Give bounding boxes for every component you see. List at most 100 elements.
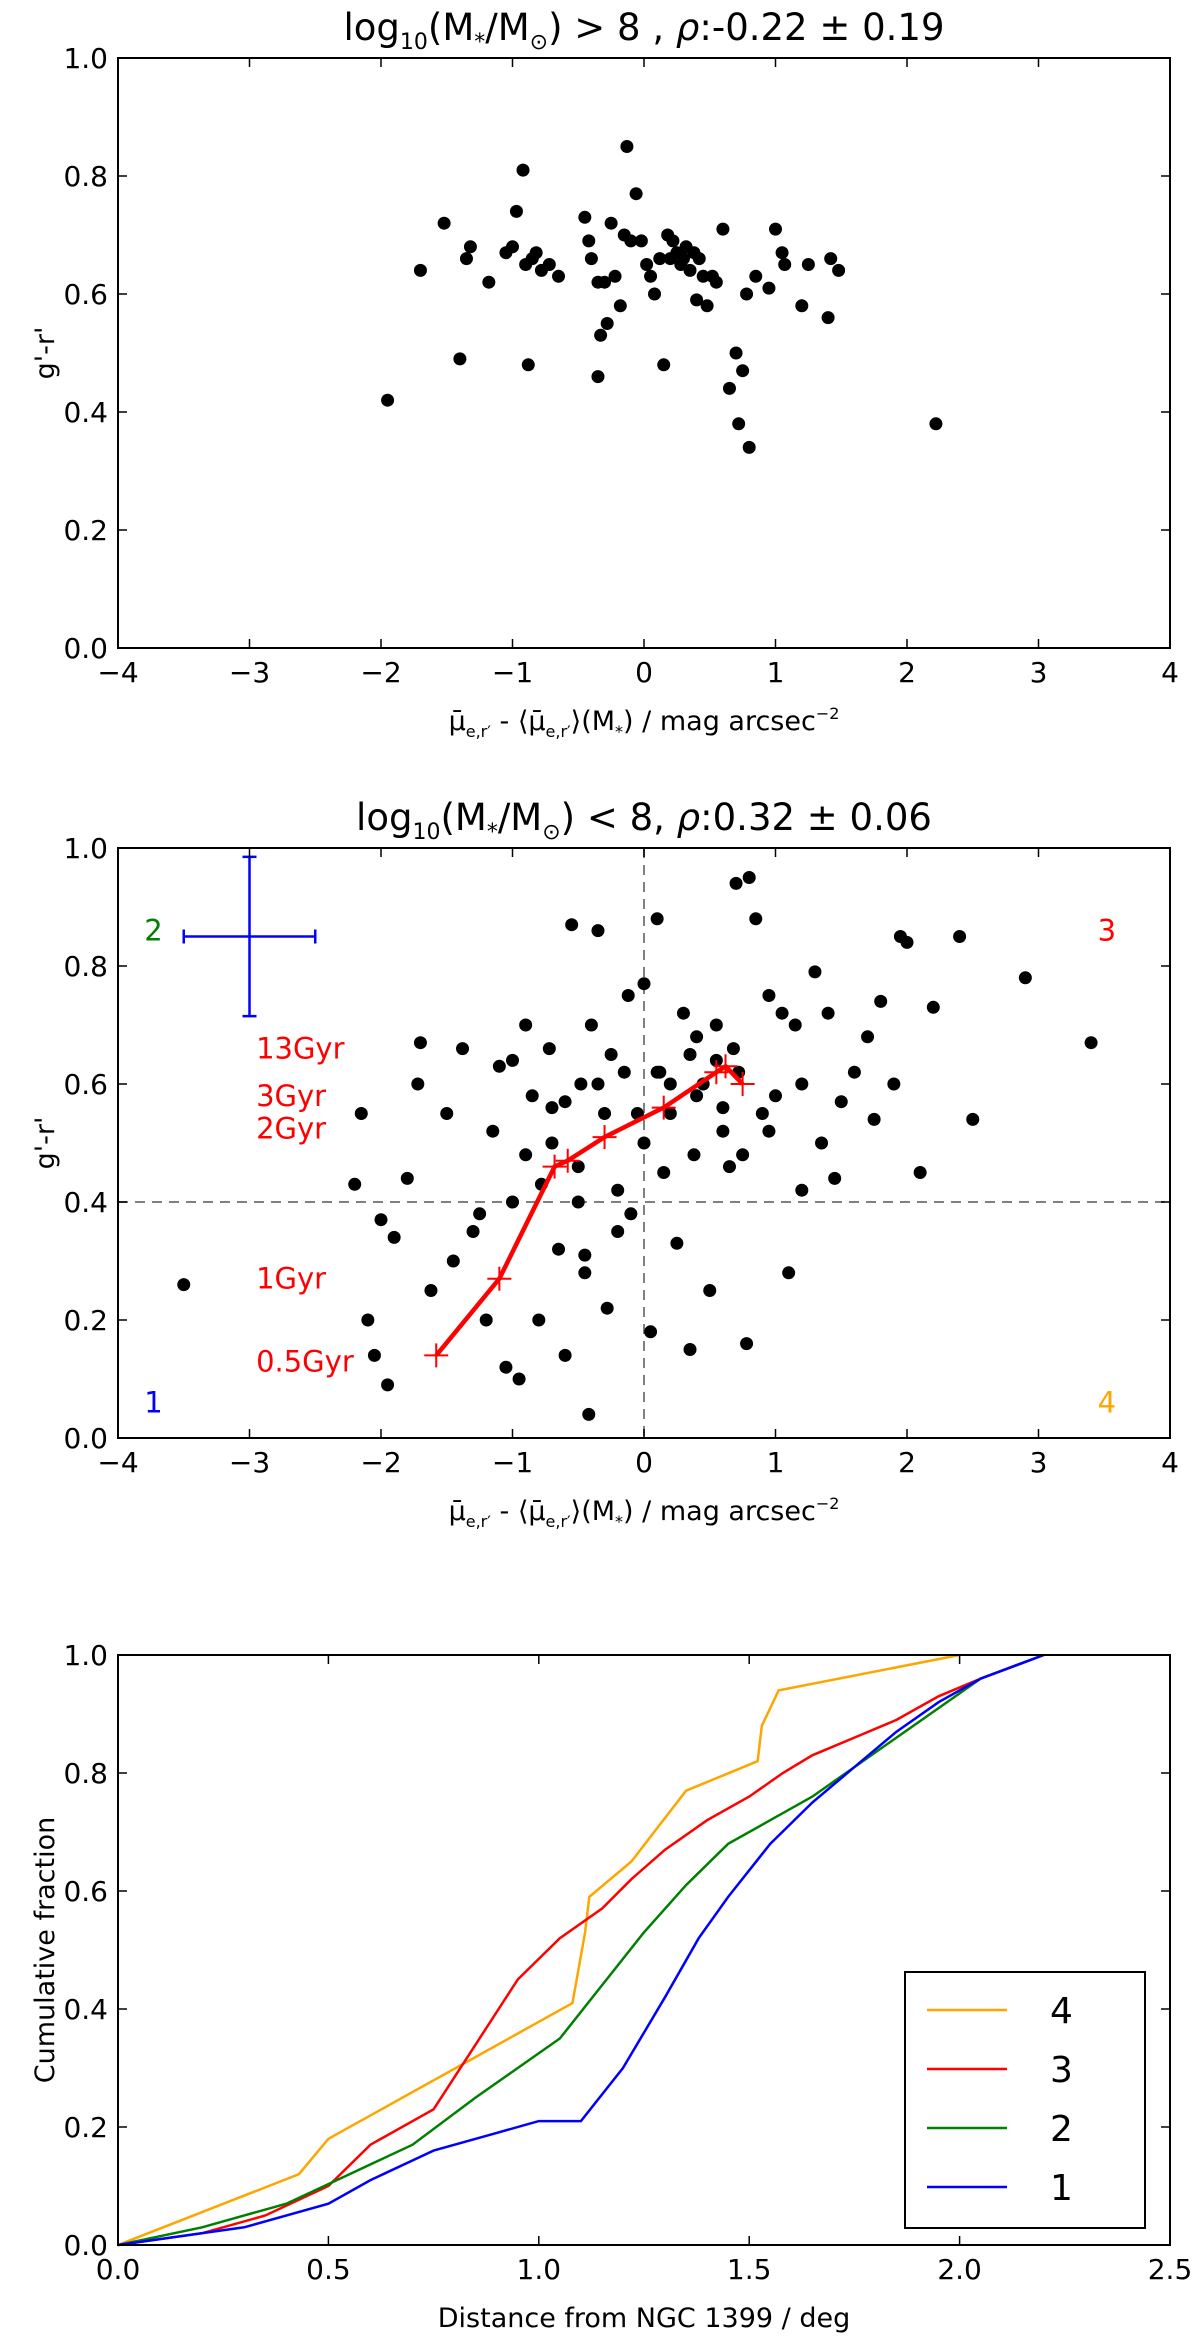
title-solar: /M — [485, 6, 529, 49]
title-mass: (M — [428, 6, 474, 49]
scatter-point — [529, 246, 543, 260]
scatter-point — [778, 258, 792, 271]
scatter-point — [558, 1348, 572, 1362]
legend-label-3: 3 — [1050, 2050, 1073, 2091]
age-track-marker — [592, 1125, 617, 1150]
scatter-point — [666, 234, 680, 248]
y-tick-label: 0.0 — [63, 1422, 108, 1455]
scatter-point — [519, 1148, 533, 1162]
scatter-point — [629, 187, 643, 201]
scatter-point — [506, 1195, 519, 1209]
title-log-sub: 10 — [412, 820, 440, 845]
scatter-point — [456, 1042, 470, 1056]
quadrant-label: 3 — [1098, 914, 1116, 948]
scatter-point — [874, 994, 888, 1008]
scatter-point — [755, 1107, 769, 1120]
x-label-avg-sub: e,r′ — [546, 722, 572, 741]
scatter-point — [683, 1048, 697, 1061]
scatter-point — [521, 358, 535, 372]
scatter-point — [801, 258, 815, 271]
series-line-1 — [117, 1653, 1045, 2247]
y-tick-label: 0.0 — [63, 632, 108, 665]
x-tick-label: −2 — [360, 1446, 401, 1479]
y-tick-label: 0.4 — [63, 396, 108, 429]
scatter-point — [832, 263, 846, 277]
legend-label-4: 4 — [1050, 1991, 1073, 2032]
scatter-point — [683, 1343, 697, 1356]
scatter-point — [620, 140, 634, 153]
scatter-point — [552, 269, 566, 283]
scatter-point — [486, 1124, 500, 1138]
y-tick-label: 0.6 — [63, 1875, 108, 1908]
scatter-point — [861, 1030, 875, 1044]
age-track-marker — [487, 1266, 512, 1291]
x-tick-label: 0.0 — [96, 2253, 141, 2286]
scatter-point — [600, 317, 614, 330]
age-track-marker — [730, 1072, 755, 1096]
age-track-marker — [542, 1154, 567, 1179]
x-label-mu-sub: e,r′ — [466, 1512, 492, 1531]
scatter-point — [479, 1313, 493, 1327]
scatter-point — [762, 281, 776, 295]
title-log: log — [344, 6, 400, 49]
x-tick-label: 0.5 — [306, 2253, 351, 2286]
scatter-point — [516, 163, 530, 177]
title-solar: /M — [498, 796, 542, 839]
scatter-point — [729, 346, 743, 360]
scatter-point — [828, 1171, 842, 1185]
x-label-mu: μ̄ — [449, 706, 466, 737]
scatter-point — [509, 204, 523, 218]
scatter-point — [411, 1077, 425, 1091]
scatter-point — [624, 234, 638, 248]
scatter-point — [578, 210, 592, 224]
x-tick-label: 4 — [1161, 1446, 1179, 1479]
scatter-point — [644, 269, 658, 283]
y-axis-label: g'-r' — [30, 327, 61, 380]
scatter-point — [571, 1195, 585, 1209]
scatter-point — [542, 258, 556, 271]
scatter-point — [381, 1378, 395, 1392]
title-value: :0.32 ± 0.06 — [700, 796, 932, 839]
series-line-3 — [117, 1653, 1045, 2247]
scatter-point — [808, 965, 822, 979]
scatter-point — [367, 1348, 381, 1362]
scatter-point — [926, 1000, 940, 1014]
scatter-point — [769, 222, 782, 236]
scatter-point — [690, 1089, 704, 1103]
scatter-point — [657, 1166, 671, 1179]
title-rho: ρ — [676, 6, 700, 49]
x-label-mu-sub: e,r′ — [466, 722, 492, 741]
scatter-point — [424, 1284, 438, 1297]
x-tick-label: 2.0 — [937, 2253, 982, 2286]
age-track-marker — [555, 1148, 580, 1173]
scatter-point — [821, 311, 835, 325]
scatter-point — [742, 440, 756, 454]
x-axis-label: μ̄e,r′ - ⟨μ̄e,r′⟩(M*) / mag arcsec−2 — [449, 704, 840, 741]
y-tick-label: 0.4 — [63, 1993, 108, 2026]
panel-3: 0.0 0.5 1.0 1.5 2.0 2.5 0.0 0.2 0.4 0.6 0.8 1.0 Cumu… — [30, 1639, 1192, 2334]
scatter-point — [824, 252, 838, 266]
scatter-point — [815, 1136, 829, 1150]
y-tick-label: 1.0 — [63, 832, 108, 865]
scatter-point — [624, 1207, 638, 1221]
y-tick-label: 0.6 — [63, 278, 108, 311]
scatter-point — [446, 1254, 460, 1268]
scatter-point — [591, 1077, 605, 1091]
age-label: 13Gyr — [256, 1032, 345, 1066]
scatter-point — [736, 1148, 750, 1162]
y-tick-label: 0.8 — [63, 950, 108, 983]
scatter-point — [775, 246, 789, 260]
scatter-point — [834, 1095, 848, 1109]
x-label-unit-sup: −2 — [816, 1494, 840, 1513]
x-label-mu: μ̄ — [449, 1496, 466, 1527]
scatter-point — [506, 240, 519, 254]
scatter-point — [512, 1372, 526, 1386]
x-label-avg: ⟨μ̄ — [518, 706, 546, 737]
quadrant-label: 2 — [144, 914, 162, 948]
scatter-point — [545, 1101, 559, 1115]
scatter-point — [640, 258, 654, 271]
legend-label-2: 2 — [1050, 2109, 1073, 2150]
scatter-point — [736, 364, 750, 378]
title-rest: ) < 8, — [561, 796, 677, 839]
